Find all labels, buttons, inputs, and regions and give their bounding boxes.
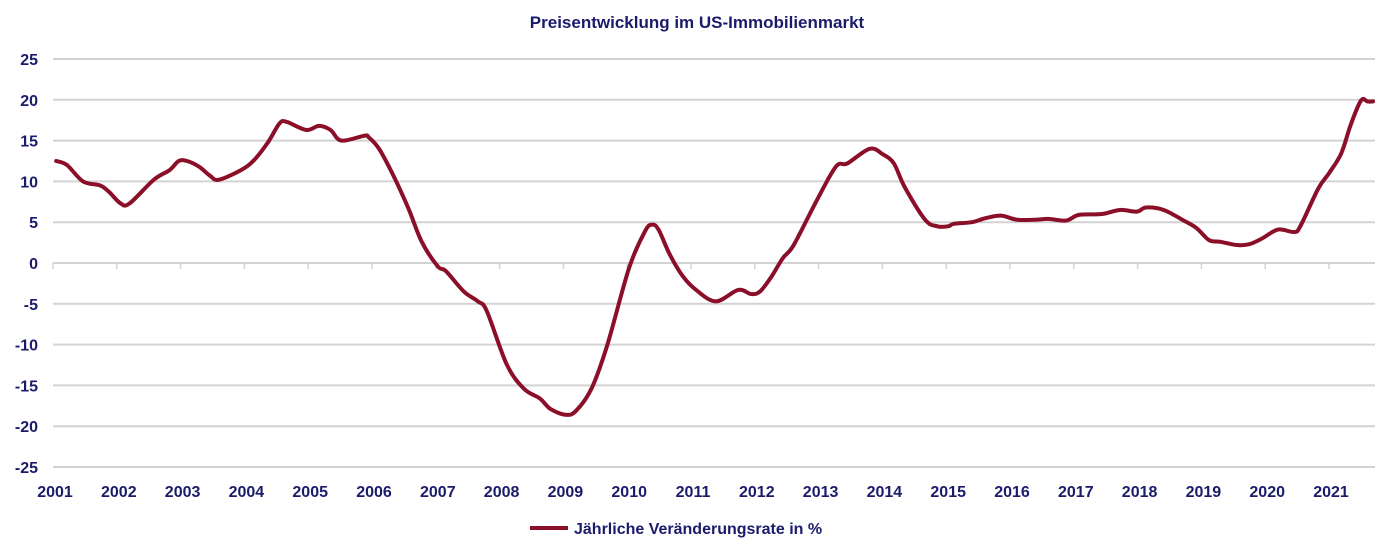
x-tick-label: 2017 [1058,484,1094,501]
legend: Jährliche Veränderungsrate in % [530,521,822,538]
y-tick-label: -25 [15,460,38,477]
y-tick-label: 0 [29,256,38,273]
y-tick-label: 5 [29,215,38,232]
x-tick-label: 2012 [739,484,775,501]
y-tick-label: -20 [15,419,38,436]
x-tick-label: 2019 [1186,484,1222,501]
x-tick-label: 2014 [867,484,903,501]
x-tick-label: 2003 [165,484,201,501]
y-tick-label: 10 [20,174,38,191]
x-tick-label: 2020 [1249,484,1285,501]
y-tick-label: -5 [24,297,38,314]
x-tick-label: 2015 [930,484,966,501]
x-tick-label: 2009 [548,484,584,501]
x-tick-label: 2006 [356,484,392,501]
x-tick-label: 2018 [1122,484,1158,501]
x-tick-label: 2004 [229,484,265,501]
y-tick-label: 25 [20,52,38,69]
x-tick-label: 2011 [676,484,711,501]
y-tick-label: 20 [20,93,38,110]
series-line [54,96,1376,417]
y-tick-label: -15 [15,378,38,395]
gridlines [52,58,1375,468]
x-tick-label: 2002 [101,484,137,501]
x-tick-label: 2016 [994,484,1030,501]
x-tick-label: 2010 [611,484,647,501]
x-tick-label: 2008 [484,484,520,501]
y-tick-label: -10 [15,338,38,355]
x-tick-label: 2005 [292,484,328,501]
y-tick-label: 15 [20,134,38,151]
x-tick-label: 2007 [420,484,456,501]
legend-label: Jährliche Veränderungsrate in % [574,521,822,538]
x-tick-label: 2001 [37,484,73,501]
x-axis-tick-labels: 2001 2002 2003 2004 2005 2006 2007 2008 2009 2010… [37,484,1349,501]
x-tick-label: 2021 [1313,484,1349,501]
x-tick-label: 2013 [803,484,839,501]
y-axis-tick-labels: 25 20 15 10 5 0 -5 -10 -15 -20 -25 [15,52,38,477]
chart-title: Preisentwicklung im US-Immobilienmarkt [530,13,865,32]
series-group [54,96,1376,417]
